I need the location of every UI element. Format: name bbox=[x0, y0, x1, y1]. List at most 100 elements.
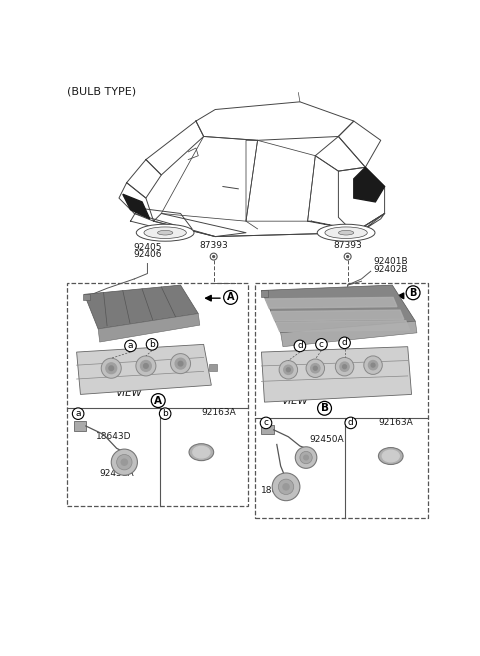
Circle shape bbox=[136, 356, 156, 376]
Polygon shape bbox=[281, 321, 417, 346]
Polygon shape bbox=[262, 346, 411, 402]
Ellipse shape bbox=[136, 224, 194, 241]
Text: b: b bbox=[162, 409, 168, 418]
Text: B: B bbox=[409, 288, 417, 298]
Circle shape bbox=[311, 363, 320, 373]
Circle shape bbox=[283, 483, 289, 490]
Circle shape bbox=[294, 340, 306, 352]
Polygon shape bbox=[77, 344, 211, 394]
Text: d: d bbox=[342, 338, 348, 347]
Circle shape bbox=[111, 449, 137, 475]
Bar bbox=[67, 283, 248, 506]
Bar bbox=[262, 425, 274, 434]
Text: 92163A: 92163A bbox=[202, 409, 237, 417]
Text: A: A bbox=[154, 396, 162, 405]
Circle shape bbox=[336, 358, 354, 376]
Circle shape bbox=[141, 361, 151, 371]
Text: 92406: 92406 bbox=[133, 250, 162, 259]
Polygon shape bbox=[354, 167, 384, 202]
Circle shape bbox=[284, 365, 293, 375]
Text: 92402B: 92402B bbox=[373, 264, 408, 274]
Ellipse shape bbox=[382, 450, 399, 462]
Circle shape bbox=[213, 256, 215, 258]
Text: d: d bbox=[348, 419, 354, 428]
Circle shape bbox=[304, 455, 308, 460]
Ellipse shape bbox=[338, 230, 354, 235]
Text: 92401B: 92401B bbox=[373, 257, 408, 266]
Circle shape bbox=[72, 408, 84, 419]
Bar bbox=[83, 295, 90, 300]
Text: VIEW: VIEW bbox=[281, 396, 308, 406]
Circle shape bbox=[260, 417, 272, 428]
Ellipse shape bbox=[378, 447, 403, 464]
Circle shape bbox=[279, 361, 298, 379]
Text: a: a bbox=[128, 341, 133, 350]
Polygon shape bbox=[123, 194, 150, 219]
Text: 92163A: 92163A bbox=[379, 418, 414, 426]
Text: b: b bbox=[149, 340, 155, 349]
Circle shape bbox=[144, 363, 148, 368]
Circle shape bbox=[121, 459, 127, 465]
Text: 87393: 87393 bbox=[333, 241, 362, 250]
Bar bbox=[262, 291, 268, 297]
Circle shape bbox=[295, 447, 317, 468]
Circle shape bbox=[101, 358, 121, 379]
Circle shape bbox=[343, 365, 347, 369]
Ellipse shape bbox=[325, 227, 367, 239]
Text: B: B bbox=[321, 403, 328, 413]
Text: 18644E: 18644E bbox=[262, 485, 296, 495]
Circle shape bbox=[406, 286, 420, 300]
Circle shape bbox=[146, 338, 158, 350]
Circle shape bbox=[316, 338, 327, 350]
Ellipse shape bbox=[157, 230, 173, 235]
Circle shape bbox=[178, 361, 183, 366]
Ellipse shape bbox=[193, 446, 210, 458]
Circle shape bbox=[117, 455, 132, 470]
Circle shape bbox=[369, 361, 378, 370]
Bar bbox=[73, 421, 86, 430]
Circle shape bbox=[106, 363, 117, 374]
Text: c: c bbox=[264, 419, 268, 428]
Text: 18643D: 18643D bbox=[96, 432, 132, 441]
Circle shape bbox=[278, 479, 294, 495]
Text: 92451A: 92451A bbox=[99, 469, 134, 478]
Text: c: c bbox=[319, 340, 324, 349]
Circle shape bbox=[272, 473, 300, 501]
Text: (BULB TYPE): (BULB TYPE) bbox=[67, 87, 136, 96]
Circle shape bbox=[340, 362, 349, 371]
Ellipse shape bbox=[317, 224, 375, 241]
Polygon shape bbox=[265, 297, 397, 308]
Circle shape bbox=[364, 356, 382, 375]
Circle shape bbox=[306, 359, 324, 377]
Circle shape bbox=[287, 368, 290, 372]
Circle shape bbox=[300, 451, 312, 464]
Circle shape bbox=[125, 340, 136, 352]
Ellipse shape bbox=[189, 443, 214, 461]
Text: VIEW: VIEW bbox=[115, 388, 142, 398]
Polygon shape bbox=[84, 285, 198, 329]
Circle shape bbox=[313, 366, 317, 370]
Circle shape bbox=[318, 401, 332, 415]
Text: A: A bbox=[227, 293, 234, 302]
Circle shape bbox=[175, 358, 186, 369]
Ellipse shape bbox=[144, 227, 186, 239]
Circle shape bbox=[347, 256, 348, 258]
Bar bbox=[255, 283, 428, 518]
Text: 87393: 87393 bbox=[199, 241, 228, 250]
Circle shape bbox=[371, 363, 375, 367]
Circle shape bbox=[170, 354, 191, 374]
Bar bbox=[209, 364, 217, 371]
Circle shape bbox=[224, 291, 238, 304]
Text: a: a bbox=[75, 409, 81, 418]
Text: 92405: 92405 bbox=[133, 243, 162, 252]
Text: 92450A: 92450A bbox=[309, 435, 344, 443]
Circle shape bbox=[109, 366, 114, 371]
Polygon shape bbox=[262, 285, 415, 333]
Circle shape bbox=[344, 253, 351, 260]
Circle shape bbox=[151, 394, 165, 407]
Polygon shape bbox=[276, 321, 409, 331]
Polygon shape bbox=[271, 310, 404, 321]
Polygon shape bbox=[98, 314, 200, 342]
Circle shape bbox=[339, 337, 350, 348]
Text: d: d bbox=[297, 341, 303, 350]
